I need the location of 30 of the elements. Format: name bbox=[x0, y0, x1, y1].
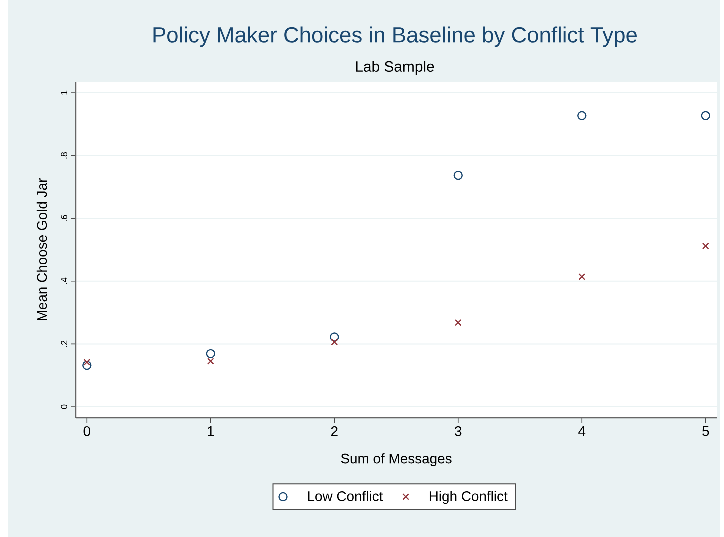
point bbox=[578, 274, 586, 280]
x-tick-label: 5 bbox=[702, 426, 710, 436]
y-tick-label: .6 bbox=[61, 215, 68, 222]
y-tick-label: 1 bbox=[61, 90, 68, 95]
x-tick-label: 4 bbox=[578, 426, 586, 436]
point bbox=[207, 358, 214, 365]
y-axis-title: Mean Choose Gold Jar bbox=[36, 178, 48, 321]
point bbox=[702, 242, 710, 250]
point bbox=[454, 170, 463, 180]
y-tick-label: 0 bbox=[61, 404, 68, 410]
x-tick-label: 2 bbox=[331, 426, 338, 436]
point bbox=[82, 360, 92, 370]
point bbox=[578, 111, 587, 120]
y-tick-label: .4 bbox=[61, 278, 68, 284]
x-tick-label: 1 bbox=[208, 426, 214, 436]
chart-title: Policy Maker Choices in Baseline by Conflict Type bbox=[154, 26, 637, 48]
point bbox=[84, 358, 91, 366]
legend-label: Low Conflict bbox=[308, 491, 384, 502]
legend-label: High Conflict bbox=[430, 491, 508, 504]
x-tick-label: 3 bbox=[455, 426, 462, 436]
point bbox=[331, 338, 338, 346]
point bbox=[701, 111, 710, 120]
y-tick-label: .8 bbox=[61, 152, 68, 159]
point bbox=[330, 332, 340, 342]
point bbox=[206, 349, 216, 359]
y-tick-label: .2 bbox=[61, 340, 68, 348]
x-tick-label: 0 bbox=[84, 426, 90, 436]
chart-subtitle: Lab Sample bbox=[356, 61, 434, 75]
x-axis-title: Sum of Messages bbox=[341, 453, 452, 466]
point bbox=[454, 319, 462, 326]
